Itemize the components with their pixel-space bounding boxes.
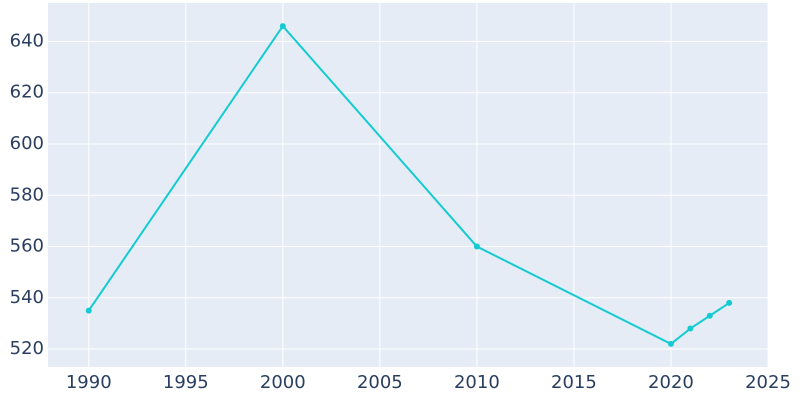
y-tick-label: 560 — [10, 236, 44, 257]
point — [473, 243, 480, 250]
point — [85, 307, 92, 314]
x-tick-label: 2000 — [260, 372, 306, 393]
y-tick-label: 580 — [10, 184, 44, 205]
plot-area — [48, 3, 768, 367]
point — [706, 312, 713, 319]
y-tick-label: 620 — [10, 82, 44, 103]
point — [687, 325, 694, 332]
y-tick-label: 540 — [10, 287, 44, 308]
y-tick-label: 600 — [10, 133, 44, 154]
x-tick-label: 1995 — [163, 372, 209, 393]
point — [279, 23, 286, 30]
point — [726, 299, 733, 306]
x-tick-label: 2015 — [551, 372, 597, 393]
x-tick-label: 2020 — [648, 372, 694, 393]
y-tick-label: 520 — [10, 338, 44, 359]
point — [667, 340, 674, 347]
x-tick-label: 2005 — [357, 372, 403, 393]
y-tick-label: 640 — [10, 30, 44, 51]
x-tick-label: 2010 — [454, 372, 500, 393]
x-tick-label: 1990 — [66, 372, 112, 393]
x-tick-label: 2025 — [745, 372, 791, 393]
